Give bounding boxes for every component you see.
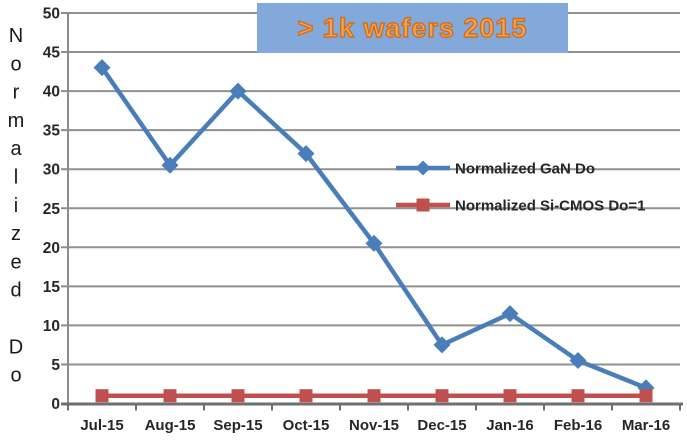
data-point-diamond: [433, 336, 451, 354]
data-point-diamond: [229, 82, 247, 100]
data-point-square: [503, 389, 517, 403]
data-point-square: [416, 198, 430, 212]
x-tick-label: Mar-16: [622, 417, 670, 434]
y-axis-title-letter: N: [9, 25, 23, 47]
data-point-diamond: [569, 352, 587, 370]
y-axis-title-letter: e: [10, 251, 21, 273]
y-tick-label: 0: [51, 396, 60, 413]
x-tick-label: Aug-15: [145, 417, 196, 434]
y-axis-title-letter: o: [10, 53, 21, 75]
banner-callout: > 1k wafers 2015: [257, 3, 568, 53]
data-point-square: [571, 389, 585, 403]
data-point-diamond: [501, 305, 519, 323]
x-tick-label: Dec-15: [417, 417, 466, 434]
x-tick-label: Nov-15: [349, 417, 399, 434]
legend-label: Normalized Si-CMOS Do=1: [455, 198, 645, 215]
y-axis-title-letter: i: [14, 195, 18, 217]
data-point-diamond: [93, 59, 111, 77]
y-axis-title-letter: z: [11, 223, 21, 245]
y-tick-label: 25: [43, 201, 61, 218]
series-line: [100, 66, 647, 390]
y-axis-title-letter: D: [9, 336, 23, 358]
data-point-diamond: [365, 234, 383, 252]
y-tick-label: 10: [43, 318, 60, 335]
y-axis-title-letter: a: [10, 138, 22, 160]
x-tick-label: Oct-15: [283, 417, 330, 434]
y-tick-label: 35: [43, 123, 61, 140]
y-tick-label: 15: [43, 279, 61, 296]
data-point-square: [367, 389, 381, 403]
data-point-square: [639, 389, 653, 403]
x-tick-label: Sep-15: [213, 417, 262, 434]
y-axis-title-letter: l: [14, 167, 18, 189]
data-point-square: [95, 389, 109, 403]
data-point-diamond: [161, 156, 179, 174]
y-tick-label: 20: [43, 240, 60, 257]
data-point-square: [231, 389, 245, 403]
data-point-diamond: [297, 145, 315, 163]
y-tick-label: 5: [51, 357, 60, 374]
y-tick-label: 50: [43, 6, 60, 23]
x-tick-label: Jul-15: [80, 417, 123, 434]
banner-text: > 1k wafers 2015: [297, 12, 528, 43]
y-axis-title-letter: m: [8, 110, 25, 132]
data-point-square: [163, 389, 177, 403]
x-tick-label: Feb-16: [554, 417, 602, 434]
data-point-square: [435, 389, 449, 403]
data-point-diamond: [415, 160, 431, 176]
y-axis-title-letter: d: [10, 280, 21, 302]
y-axis-title-letter: o: [10, 365, 21, 387]
legend-label: Normalized GaN Do: [455, 161, 595, 178]
y-tick-label: 45: [43, 45, 61, 62]
data-point-square: [299, 389, 313, 403]
x-tick-label: Jan-16: [486, 417, 534, 434]
y-tick-label: 40: [43, 84, 60, 101]
y-tick-label: 30: [43, 162, 60, 179]
y-axis-title-letter: r: [13, 82, 20, 104]
